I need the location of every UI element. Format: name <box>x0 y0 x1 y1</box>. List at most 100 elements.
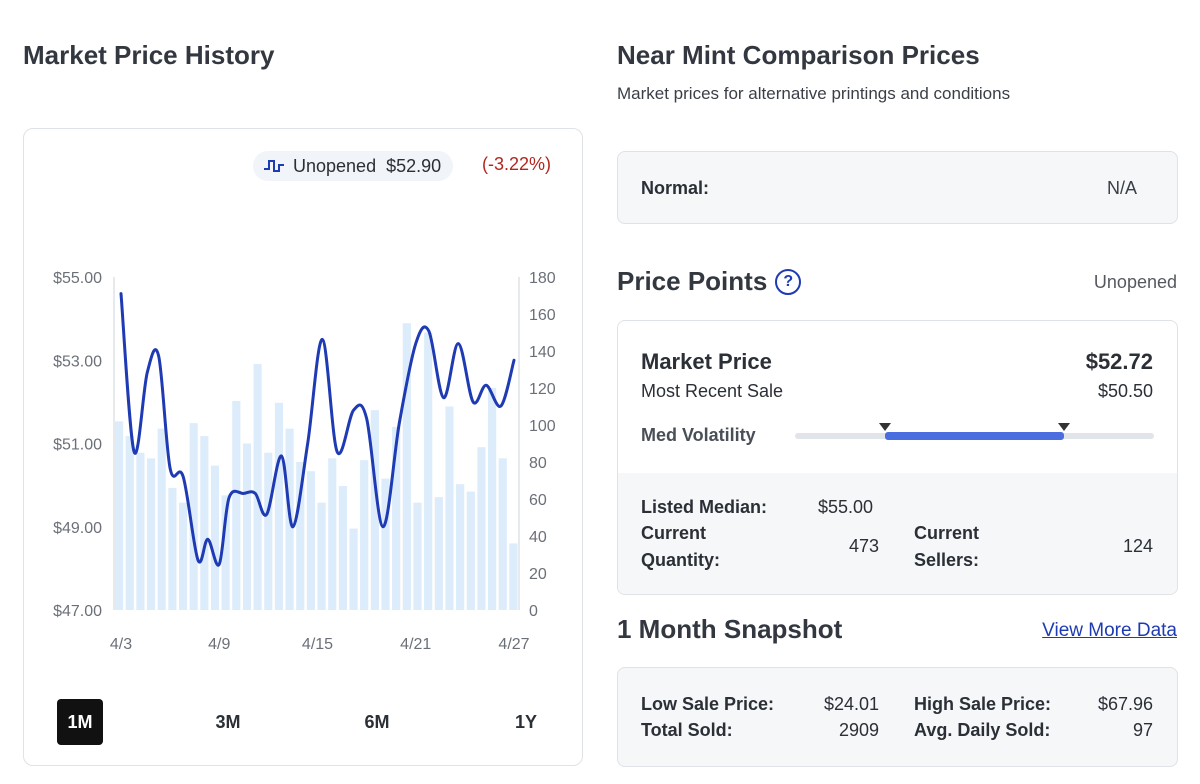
y-tick-label-quantity: 40 <box>529 529 547 546</box>
volume-bar <box>477 447 486 610</box>
snapshot-card: Low Sale Price: $24.01 High Sale Price: … <box>617 667 1178 767</box>
y-tick-label-quantity: 60 <box>529 492 547 509</box>
volume-bar <box>456 484 465 610</box>
market-price-value: $52.72 <box>1085 349 1153 374</box>
volume-bar <box>424 332 433 610</box>
current-sellers-label-line1: Current <box>914 523 980 543</box>
high-sale-label: High Sale Price: <box>914 694 1052 714</box>
y-tick-label-quantity: 140 <box>529 344 556 361</box>
price-series-line <box>119 292 516 567</box>
normal-label: Normal: <box>641 178 710 198</box>
market-price-label: Market Price <box>641 349 772 374</box>
help-icon[interactable]: ? <box>775 268 802 295</box>
legend-pill[interactable]: Unopened $52.90 <box>253 151 454 181</box>
total-sold-value: 2909 <box>838 720 879 740</box>
volume-bar <box>338 486 347 610</box>
y-tick-label-price: $47.00 <box>53 603 102 620</box>
volume-bar <box>168 487 177 610</box>
volume-bar <box>360 460 369 610</box>
range-3m-button[interactable]: 3M <box>215 711 241 732</box>
y-tick-label-price: $51.00 <box>53 437 102 454</box>
avg-daily-sold-value: 97 <box>1132 720 1153 740</box>
price-points-title: Price Points <box>617 266 768 296</box>
volume-bar <box>242 443 252 610</box>
volume-bar <box>157 428 166 610</box>
y-tick-label-price: $49.00 <box>53 520 102 537</box>
x-tick-label: 4/27 <box>498 636 529 653</box>
y-tick-label-quantity: 120 <box>529 381 556 398</box>
y-tick-label-price: $55.00 <box>53 270 102 287</box>
y-tick-label-quantity: 20 <box>529 566 547 583</box>
volume-bar <box>232 400 241 610</box>
volatility-marker-high <box>1058 423 1071 431</box>
y-tick-label-quantity: 100 <box>529 418 556 435</box>
volume-bar <box>317 502 326 610</box>
x-tick-label: 4/21 <box>400 636 431 653</box>
volume-bar <box>488 388 497 610</box>
volume-bar <box>466 491 475 610</box>
range-1y-button[interactable]: 1Y <box>514 711 538 732</box>
range-6m-button[interactable]: 6M <box>364 711 390 732</box>
volatility-marker-low <box>878 423 891 431</box>
volume-bar <box>370 410 379 610</box>
current-quantity-label-line1: Current <box>641 523 707 543</box>
volume-bar <box>296 462 305 610</box>
volume-bar <box>274 402 284 610</box>
comparison-prices-subtitle: Market prices for alternative printings … <box>617 84 1011 103</box>
recent-sale-value: $50.50 <box>1097 381 1153 401</box>
volatility-range-fill <box>884 432 1065 440</box>
volume-bar <box>189 423 198 610</box>
current-quantity-label-line2: Quantity: <box>641 550 720 570</box>
legend-label: Unopened <box>293 155 377 176</box>
legend-price: $52.90 <box>386 155 442 176</box>
listed-median-value: $55.00 <box>818 497 874 517</box>
volume-bar <box>253 363 262 610</box>
current-sellers-label-line2: Sellers: <box>914 550 980 570</box>
price-history-chart-card: Unopened $52.90 (-3.22%) $55.00 $53.00 $51… <box>23 128 583 766</box>
price-points-condition: Unopened <box>1093 272 1177 292</box>
high-sale-value: $67.96 <box>1097 694 1153 714</box>
volume-bar <box>178 502 188 610</box>
volume-bar <box>392 426 401 610</box>
price-points-heading: Price Points ? <box>617 266 802 297</box>
avg-daily-sold-label: Avg. Daily Sold: <box>914 720 1051 740</box>
volume-bar <box>349 528 358 610</box>
x-tick-label: 4/3 <box>110 636 132 653</box>
range-1m-button[interactable]: 1M <box>57 699 103 745</box>
price-points-card: Market Price $52.72 Most Recent Sale $50… <box>617 320 1178 595</box>
current-quantity-value: 473 <box>848 536 879 556</box>
price-points-stats: Listed Median: $55.00 Current Quantity: … <box>618 473 1177 594</box>
volume-bar <box>221 495 230 610</box>
volume-bar <box>146 458 156 610</box>
legend-change: (-3.22%) <box>482 154 552 174</box>
current-sellers-value: 124 <box>1122 536 1153 556</box>
volume-bar <box>434 497 443 610</box>
step-line-icon <box>264 160 284 172</box>
volume-bar <box>498 458 507 610</box>
y-tick-label-price: $53.00 <box>53 353 102 370</box>
price-history-chart[interactable]: $55.00 $53.00 $51.00 $49.00 $47.00 180 160 140 1… <box>24 129 584 689</box>
view-more-data-link[interactable]: View More Data <box>1042 620 1177 641</box>
volume-bar <box>210 465 220 610</box>
volatility-meter <box>795 423 1154 440</box>
comparison-prices-title: Near Mint Comparison Prices <box>617 40 980 70</box>
volume-bar <box>125 436 134 610</box>
market-price-history-title: Market Price History <box>23 40 275 70</box>
range-selector: 1M 3M 6M 1Y <box>57 699 547 745</box>
volume-bar <box>381 478 390 610</box>
volume-bar <box>200 436 209 610</box>
low-sale-value: $24.01 <box>823 694 879 714</box>
volume-bar <box>445 406 454 610</box>
volume-bar <box>115 421 124 610</box>
normal-value: N/A <box>1106 178 1137 198</box>
y-tick-label-quantity: 160 <box>529 307 556 324</box>
y-tick-label-quantity: 0 <box>529 603 538 620</box>
volume-bar <box>306 471 315 610</box>
y-tick-label-quantity: 80 <box>529 455 547 472</box>
low-sale-label: Low Sale Price: <box>641 694 775 714</box>
volatility-label: Med Volatility <box>641 425 756 445</box>
volume-bar <box>136 452 145 610</box>
snapshot-title: 1 Month Snapshot <box>617 614 843 644</box>
y-tick-label-quantity: 180 <box>529 270 556 287</box>
x-tick-label: 4/9 <box>208 636 230 653</box>
